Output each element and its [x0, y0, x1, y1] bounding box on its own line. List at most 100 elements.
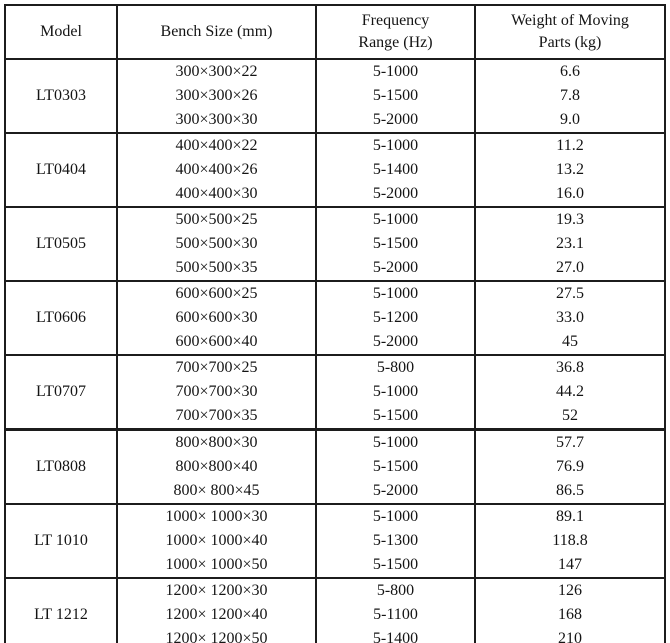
header-frequency-range: Frequency Range (Hz)	[315, 4, 476, 60]
freq-value: 5-2000	[372, 333, 419, 350]
size-cell: 800×800×30 800×800×40 800× 800×45	[116, 428, 317, 505]
size-value: 700×700×35	[175, 407, 258, 424]
header-model: Model	[4, 4, 118, 60]
freq-value: 5-1000	[372, 285, 419, 302]
size-value: 800× 800×45	[173, 482, 260, 499]
spec-table: Model Bench Size (mm) Frequency Range (H…	[4, 4, 666, 643]
weight-value: 27.5	[556, 285, 584, 302]
size-cell: 1200× 1200×30 1200× 1200×40 1200× 1200×50	[116, 577, 317, 643]
weight-value: 13.2	[556, 161, 584, 178]
weight-value: 126	[558, 582, 582, 599]
size-cell: 500×500×25 500×500×30 500×500×35	[116, 206, 317, 282]
size-value: 700×700×30	[175, 383, 258, 400]
header-weight: Weight of Moving Parts (kg)	[474, 4, 666, 60]
freq-value: 5-800	[376, 359, 415, 376]
size-value: 500×500×30	[175, 235, 258, 252]
model-cell: LT 1010	[4, 503, 118, 579]
weight-cell: 89.1 118.8 147	[474, 503, 666, 579]
freq-value: 5-1000	[372, 211, 419, 228]
size-value: 400×400×30	[175, 185, 258, 202]
freq-value: 5-2000	[372, 111, 419, 128]
freq-value: 5-1300	[372, 532, 419, 549]
weight-value: 16.0	[556, 185, 584, 202]
header-frequency-line2: Range (Hz)	[358, 34, 433, 51]
freq-value: 5-1500	[372, 458, 419, 475]
freq-value: 5-1500	[372, 407, 419, 424]
freq-value: 5-800	[376, 582, 415, 599]
weight-cell: 36.8 44.2 52	[474, 354, 666, 431]
freq-cell: 5-800 5-1100 5-1400	[315, 577, 476, 643]
weight-value: 52	[562, 407, 578, 424]
freq-value: 5-1000	[372, 508, 419, 525]
freq-value: 5-1500	[372, 87, 419, 104]
freq-value: 5-2000	[372, 482, 419, 499]
weight-value: 19.3	[556, 211, 584, 228]
size-value: 300×300×30	[175, 111, 258, 128]
freq-value: 5-1400	[372, 630, 419, 643]
weight-cell: 6.6 7.8 9.0	[474, 58, 666, 134]
table-row-group: LT0303 300×300×22 300×300×26 300×300×30 5-10…	[4, 58, 666, 134]
weight-cell: 11.2 13.2 16.0	[474, 132, 666, 208]
size-value: 700×700×25	[175, 359, 258, 376]
size-value: 600×600×30	[175, 309, 258, 326]
size-value: 600×600×40	[175, 333, 258, 350]
weight-value: 210	[558, 630, 582, 643]
model-cell: LT0404	[4, 132, 118, 208]
freq-cell: 5-1000 5-1300 5-1500	[315, 503, 476, 579]
freq-value: 5-1200	[372, 309, 419, 326]
size-value: 1000× 1000×50	[165, 556, 268, 573]
size-value: 600×600×25	[175, 285, 258, 302]
freq-value: 5-1000	[372, 137, 419, 154]
size-value: 800×800×30	[175, 434, 258, 451]
freq-cell: 5-1000 5-1500 5-2000	[315, 58, 476, 134]
weight-value: 23.1	[556, 235, 584, 252]
freq-value: 5-1000	[372, 383, 419, 400]
weight-value: 168	[558, 606, 582, 623]
size-value: 300×300×26	[175, 87, 258, 104]
weight-value: 45	[562, 333, 578, 350]
table-row-group: LT0808 800×800×30 800×800×40 800× 800×45 5-1…	[4, 428, 666, 505]
size-value: 1000× 1000×30	[165, 508, 268, 525]
table-row-group: LT0606 600×600×25 600×600×30 600×600×40 5-10…	[4, 280, 666, 356]
model-cell: LT0303	[4, 58, 118, 134]
weight-cell: 19.3 23.1 27.0	[474, 206, 666, 282]
size-value: 500×500×35	[175, 259, 258, 276]
header-weight-line1: Weight of Moving	[511, 12, 629, 29]
table-header: Model Bench Size (mm) Frequency Range (H…	[4, 4, 666, 60]
freq-value: 5-1500	[372, 556, 419, 573]
table-body: LT0303 300×300×22 300×300×26 300×300×30 5-10…	[4, 58, 666, 643]
weight-value: 33.0	[556, 309, 584, 326]
weight-value: 9.0	[560, 111, 580, 128]
size-value: 400×400×22	[175, 137, 258, 154]
model-cell: LT0505	[4, 206, 118, 282]
size-value: 1200× 1200×30	[165, 582, 268, 599]
weight-value: 89.1	[556, 508, 584, 525]
freq-cell: 5-1000 5-1500 5-2000	[315, 206, 476, 282]
header-bench-size: Bench Size (mm)	[116, 4, 317, 60]
size-cell: 300×300×22 300×300×26 300×300×30	[116, 58, 317, 134]
weight-value: 7.8	[560, 87, 580, 104]
weight-value: 44.2	[556, 383, 584, 400]
size-cell: 600×600×25 600×600×30 600×600×40	[116, 280, 317, 356]
model-cell: LT0606	[4, 280, 118, 356]
table-row-group: LT0707 700×700×25 700×700×30 700×700×35 5-80…	[4, 354, 666, 431]
size-value: 800×800×40	[175, 458, 258, 475]
table-row-group: LT0404 400×400×22 400×400×26 400×400×30 5-10…	[4, 132, 666, 208]
weight-value: 76.9	[556, 458, 584, 475]
size-value: 500×500×25	[175, 211, 258, 228]
model-cell: LT0808	[4, 428, 118, 505]
header-model-label: Model	[40, 23, 82, 40]
freq-cell: 5-1000 5-1200 5-2000	[315, 280, 476, 356]
header-frequency-line1: Frequency	[361, 12, 430, 29]
header-row: Model Bench Size (mm) Frequency Range (H…	[4, 4, 666, 60]
weight-value: 36.8	[556, 359, 584, 376]
weight-cell: 57.7 76.9 86.5	[474, 428, 666, 505]
weight-cell: 27.5 33.0 45	[474, 280, 666, 356]
freq-value: 5-1000	[372, 63, 419, 80]
size-value: 1200× 1200×50	[165, 630, 268, 643]
size-value: 1000× 1000×40	[165, 532, 268, 549]
model-cell: LT 1212	[4, 577, 118, 643]
weight-value: 27.0	[556, 259, 584, 276]
weight-value: 86.5	[556, 482, 584, 499]
table-row-group: LT 1212 1200× 1200×30 1200× 1200×40 1200× 1…	[4, 577, 666, 643]
